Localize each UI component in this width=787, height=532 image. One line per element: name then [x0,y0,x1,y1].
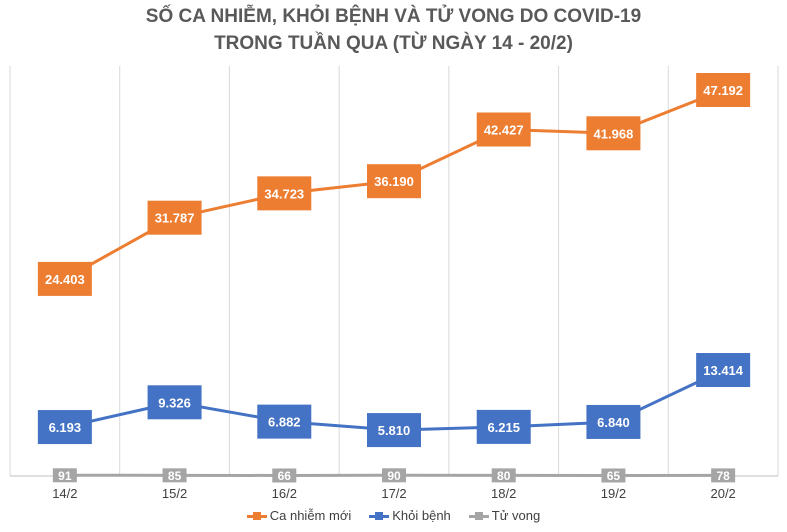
x-tick-label: 14/2 [52,486,77,501]
data-label: 36.190 [374,174,414,189]
chart-title-line-1: SỐ CA NHIỄM, KHỎI BỆNH VÀ TỬ VONG DO COV… [145,6,642,27]
data-label: 6.193 [49,420,82,435]
legend-item: Tử vong [468,508,541,523]
data-label: 6.882 [268,415,301,430]
legend-swatch [468,510,489,522]
data-label: 6.215 [487,420,520,435]
legend-swatch [369,510,390,522]
data-label: 9.326 [158,395,191,410]
data-point-marker [382,468,406,483]
data-label: 80 [497,469,511,483]
data-label: 78 [716,469,730,483]
data-point-marker [272,468,297,483]
data-label: 66 [278,469,292,483]
data-point-marker [696,353,751,387]
data-point-marker [52,468,77,483]
legend-label: Khỏi bệnh [392,508,451,523]
data-point-marker [476,409,531,444]
data-point-marker [476,112,531,147]
x-tick-label: 18/2 [491,486,516,501]
data-point-marker [367,413,421,448]
data-label: 47.192 [703,83,743,98]
data-label: 41.968 [594,126,634,141]
data-label: 13.414 [703,363,744,378]
data-label: 34.723 [264,186,304,201]
data-point-marker [257,176,312,211]
legend-item: Ca nhiễm mới [246,508,352,523]
data-point-marker [601,468,626,483]
data-label: 5.810 [378,423,411,438]
data-point-marker [162,468,187,483]
legend-item: Khỏi bệnh [369,508,451,523]
data-point-marker [491,468,516,483]
data-label: 24.403 [45,272,85,287]
data-label: 90 [387,469,401,483]
data-point-marker [711,468,736,483]
x-tick-label: 16/2 [272,486,297,501]
x-tick-label: 17/2 [381,486,406,501]
x-tick-label: 20/2 [710,486,735,501]
data-point-marker [37,261,92,296]
data-point-marker [37,410,92,445]
chart-title-line-2: TRONG TUẦN QUA (TỪ NGÀY 14 - 20/2) [214,33,573,54]
data-point-marker [586,116,641,151]
data-label: 42.427 [484,122,524,137]
x-tick-label: 15/2 [162,486,187,501]
chart-legend: Ca nhiễm mới Khỏi bệnh Tử vong [0,508,787,523]
legend-swatch [246,510,267,522]
data-label: 65 [607,469,621,483]
data-point-marker [586,404,641,439]
data-label: 91 [58,469,72,483]
x-tick-label: 19/2 [601,486,626,501]
data-label: 6.840 [597,415,630,430]
data-point-marker [696,73,751,107]
data-point-marker [367,164,421,199]
legend-label: Ca nhiễm mới [269,508,352,523]
data-label: 85 [168,469,182,483]
data-label: 31.787 [155,211,195,226]
data-point-marker [147,200,202,235]
data-point-marker [257,404,312,439]
data-point-marker [147,385,202,420]
legend-label: Tử vong [491,508,541,523]
